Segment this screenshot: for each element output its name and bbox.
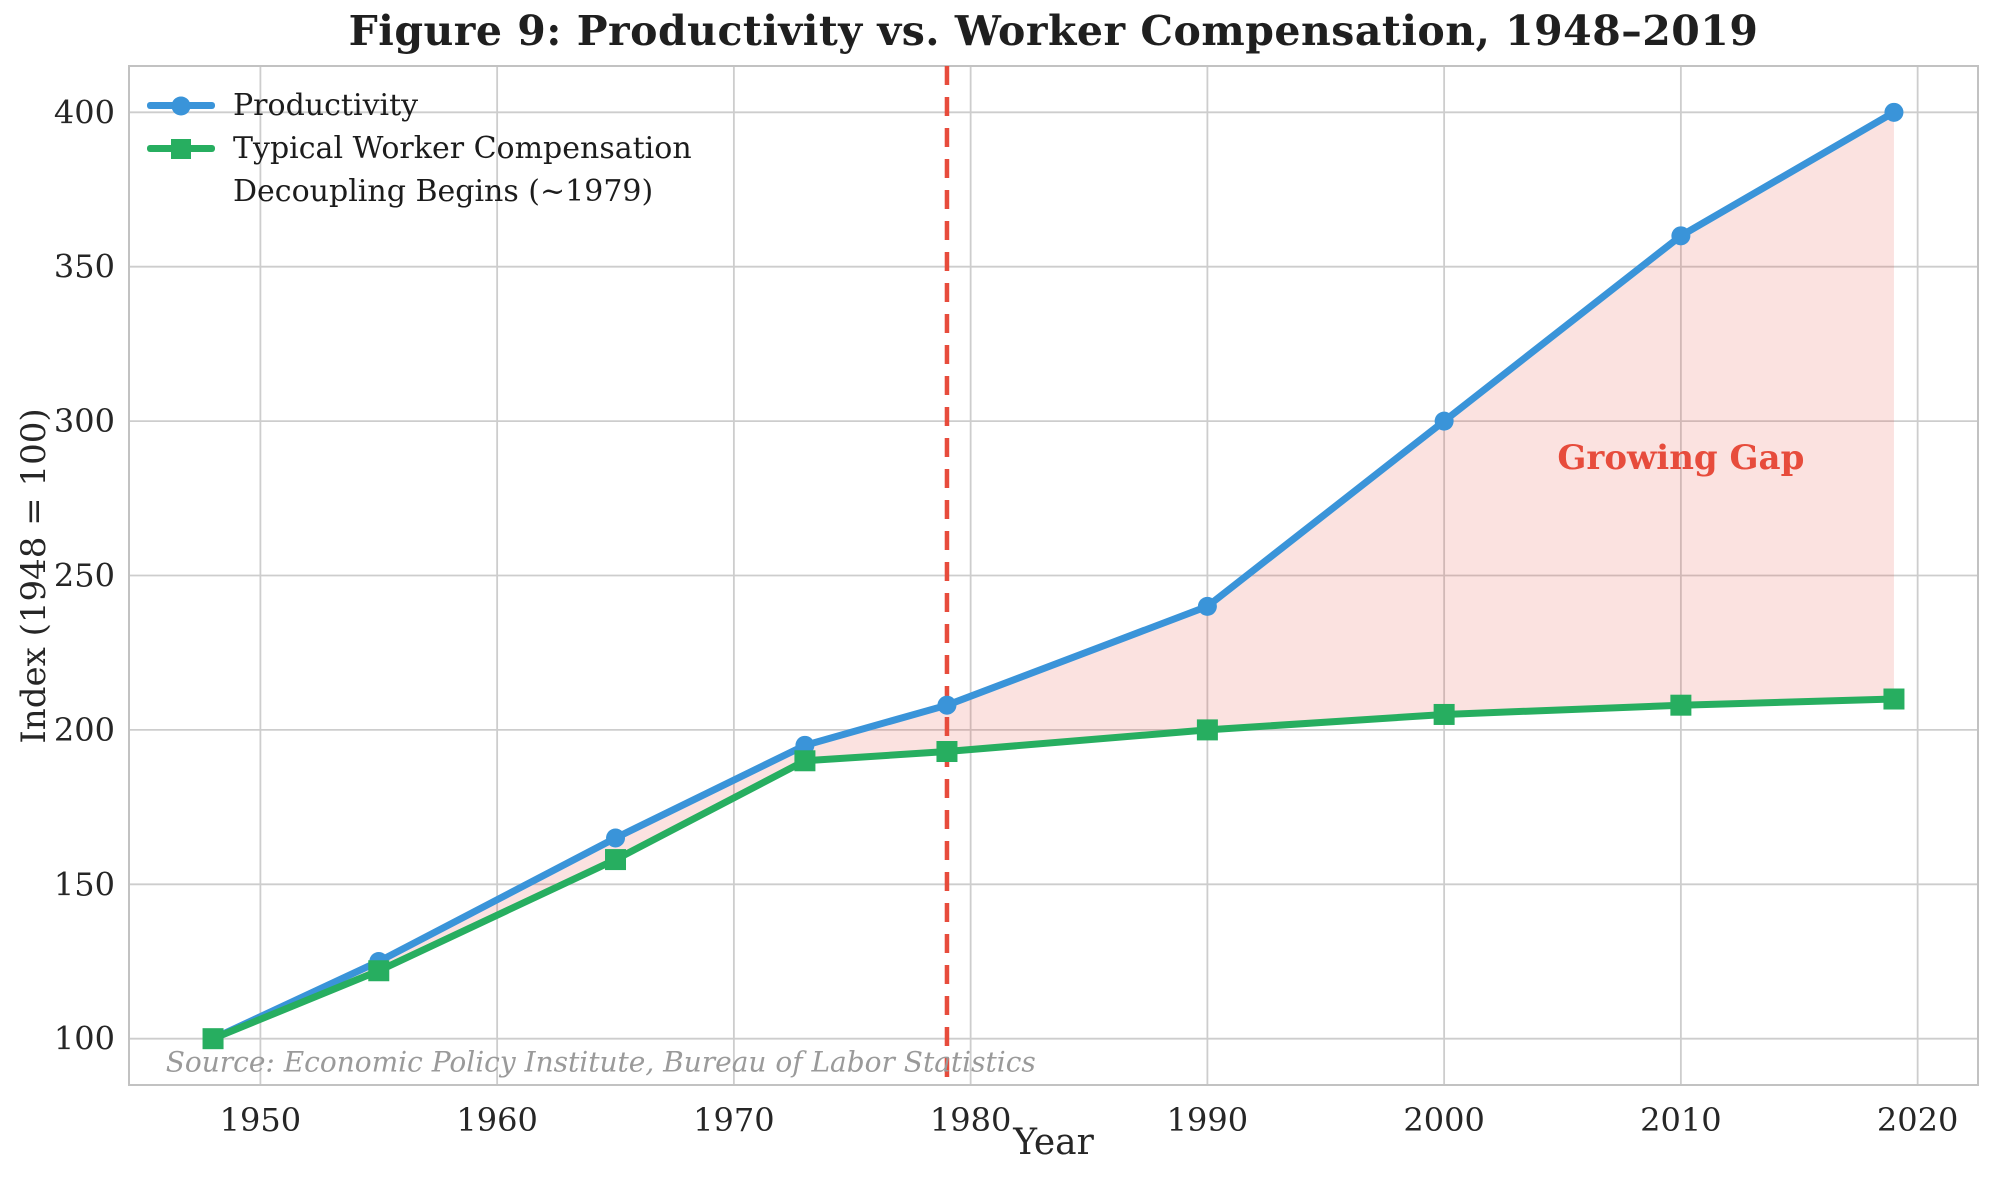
growing-gap-annotation: Growing Gap — [1557, 438, 1805, 479]
typical-worker-compensation-marker — [605, 849, 627, 871]
legend-label: Typical Worker Compensation — [233, 131, 692, 166]
gridlines — [129, 66, 1978, 1085]
circle-marker-icon — [171, 96, 191, 115]
y-tick-label: 350 — [54, 248, 115, 286]
x-tick-label: 2020 — [1877, 1101, 1958, 1139]
dashed-line-swatch-icon — [147, 189, 215, 194]
typical-worker-compensation-marker — [368, 960, 390, 982]
typical-worker-compensation-line — [209, 695, 1898, 1043]
x-tick-label: 1980 — [930, 1101, 1011, 1139]
productivity-marker — [937, 695, 957, 715]
productivity-marker — [606, 828, 626, 848]
typical-worker-compensation-marker — [936, 741, 958, 763]
typical-worker-compensation-marker — [1196, 719, 1218, 741]
productivity-line-swatch-icon — [147, 96, 215, 115]
productivity-marker — [795, 735, 815, 755]
typical-worker-compensation-marker — [794, 750, 816, 772]
typical-worker-compensation-marker — [1670, 694, 1692, 716]
x-tick-label: 1950 — [220, 1101, 301, 1139]
series-typical-worker-compensation — [202, 688, 1905, 1050]
typical-worker-compensation-marker — [202, 1028, 224, 1050]
x-axis-label: Year — [1013, 1122, 1094, 1163]
productivity-marker — [1434, 411, 1454, 431]
x-tick-label: 1970 — [693, 1101, 774, 1139]
y-tick-label: 400 — [54, 93, 115, 131]
x-tick-label: 1990 — [1167, 1101, 1248, 1139]
legend-item-compensation: Typical Worker Compensation — [147, 127, 692, 170]
legend-label: Productivity — [233, 88, 419, 123]
y-tick-label: 300 — [54, 402, 115, 440]
legend: Productivity Typical Worker Compensation… — [147, 84, 692, 213]
plot-frame — [128, 65, 1979, 1086]
typical-worker-compensation-marker — [1433, 703, 1455, 725]
x-tick-label: 2010 — [1640, 1101, 1721, 1139]
typical-worker-compensation-marker — [1883, 688, 1905, 710]
productivity-marker — [1197, 596, 1217, 616]
legend-item-productivity: Productivity — [147, 84, 692, 127]
y-tick-label: 250 — [54, 557, 115, 595]
growing-gap-area — [213, 112, 1894, 1039]
productivity-marker — [1671, 226, 1691, 246]
y-axis-label: Index (1948 = 100) — [14, 408, 54, 744]
y-tick-label: 150 — [54, 865, 115, 903]
x-tick-label: 2000 — [1403, 1101, 1484, 1139]
productivity-marker — [1884, 102, 1904, 122]
chart-title: Figure 9: Productivity vs. Worker Compen… — [348, 7, 1759, 55]
tick-labels: 1950 1960 1970 1980 1990 2000 2010 2020 100 150 20… — [54, 93, 1958, 1139]
y-tick-label: 100 — [54, 1020, 115, 1058]
y-tick-label: 200 — [54, 711, 115, 749]
legend-label: Decoupling Begins (~1979) — [233, 174, 654, 209]
compensation-line-swatch-icon — [147, 138, 215, 159]
square-marker-icon — [171, 138, 191, 159]
source-annotation: Source: Economic Policy Institute, Burea… — [165, 1045, 1036, 1079]
x-tick-label: 1960 — [456, 1101, 537, 1139]
legend-item-decoupling: Decoupling Begins (~1979) — [147, 170, 692, 213]
